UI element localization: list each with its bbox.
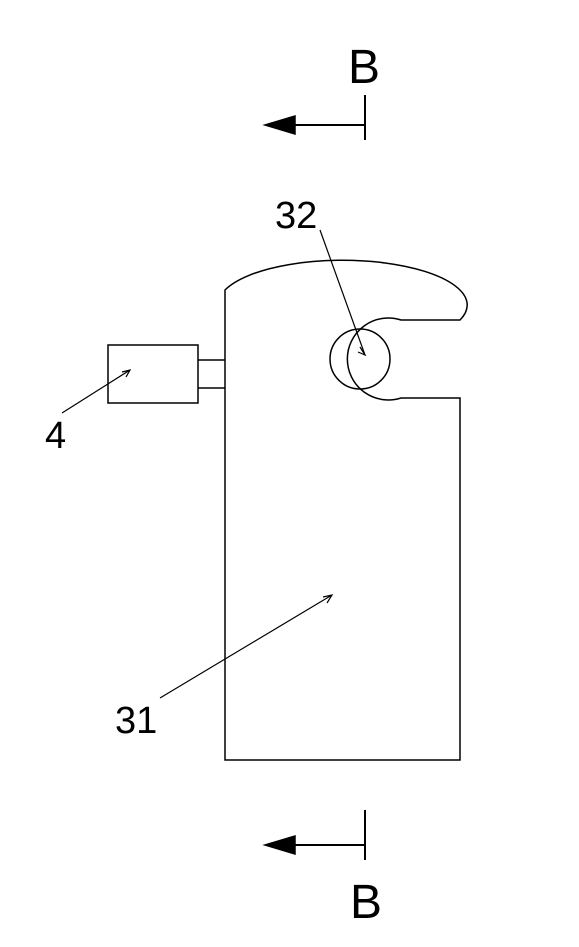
label-32: 32: [275, 195, 317, 238]
leader-line-4: [62, 370, 130, 413]
side-block-part-4: [108, 345, 225, 403]
label-4: 4: [45, 415, 66, 458]
section-b-top: [265, 95, 365, 140]
label-31: 31: [115, 700, 157, 743]
label-b-top: B: [348, 40, 380, 95]
technical-diagram: [0, 0, 579, 942]
main-body-part-31: [225, 260, 467, 760]
section-b-bottom: [265, 810, 365, 860]
label-b-bottom: B: [350, 875, 382, 930]
leader-line-32: [320, 230, 365, 355]
leader-line-31: [160, 595, 332, 698]
bearing-circle-part-32: [330, 329, 390, 389]
